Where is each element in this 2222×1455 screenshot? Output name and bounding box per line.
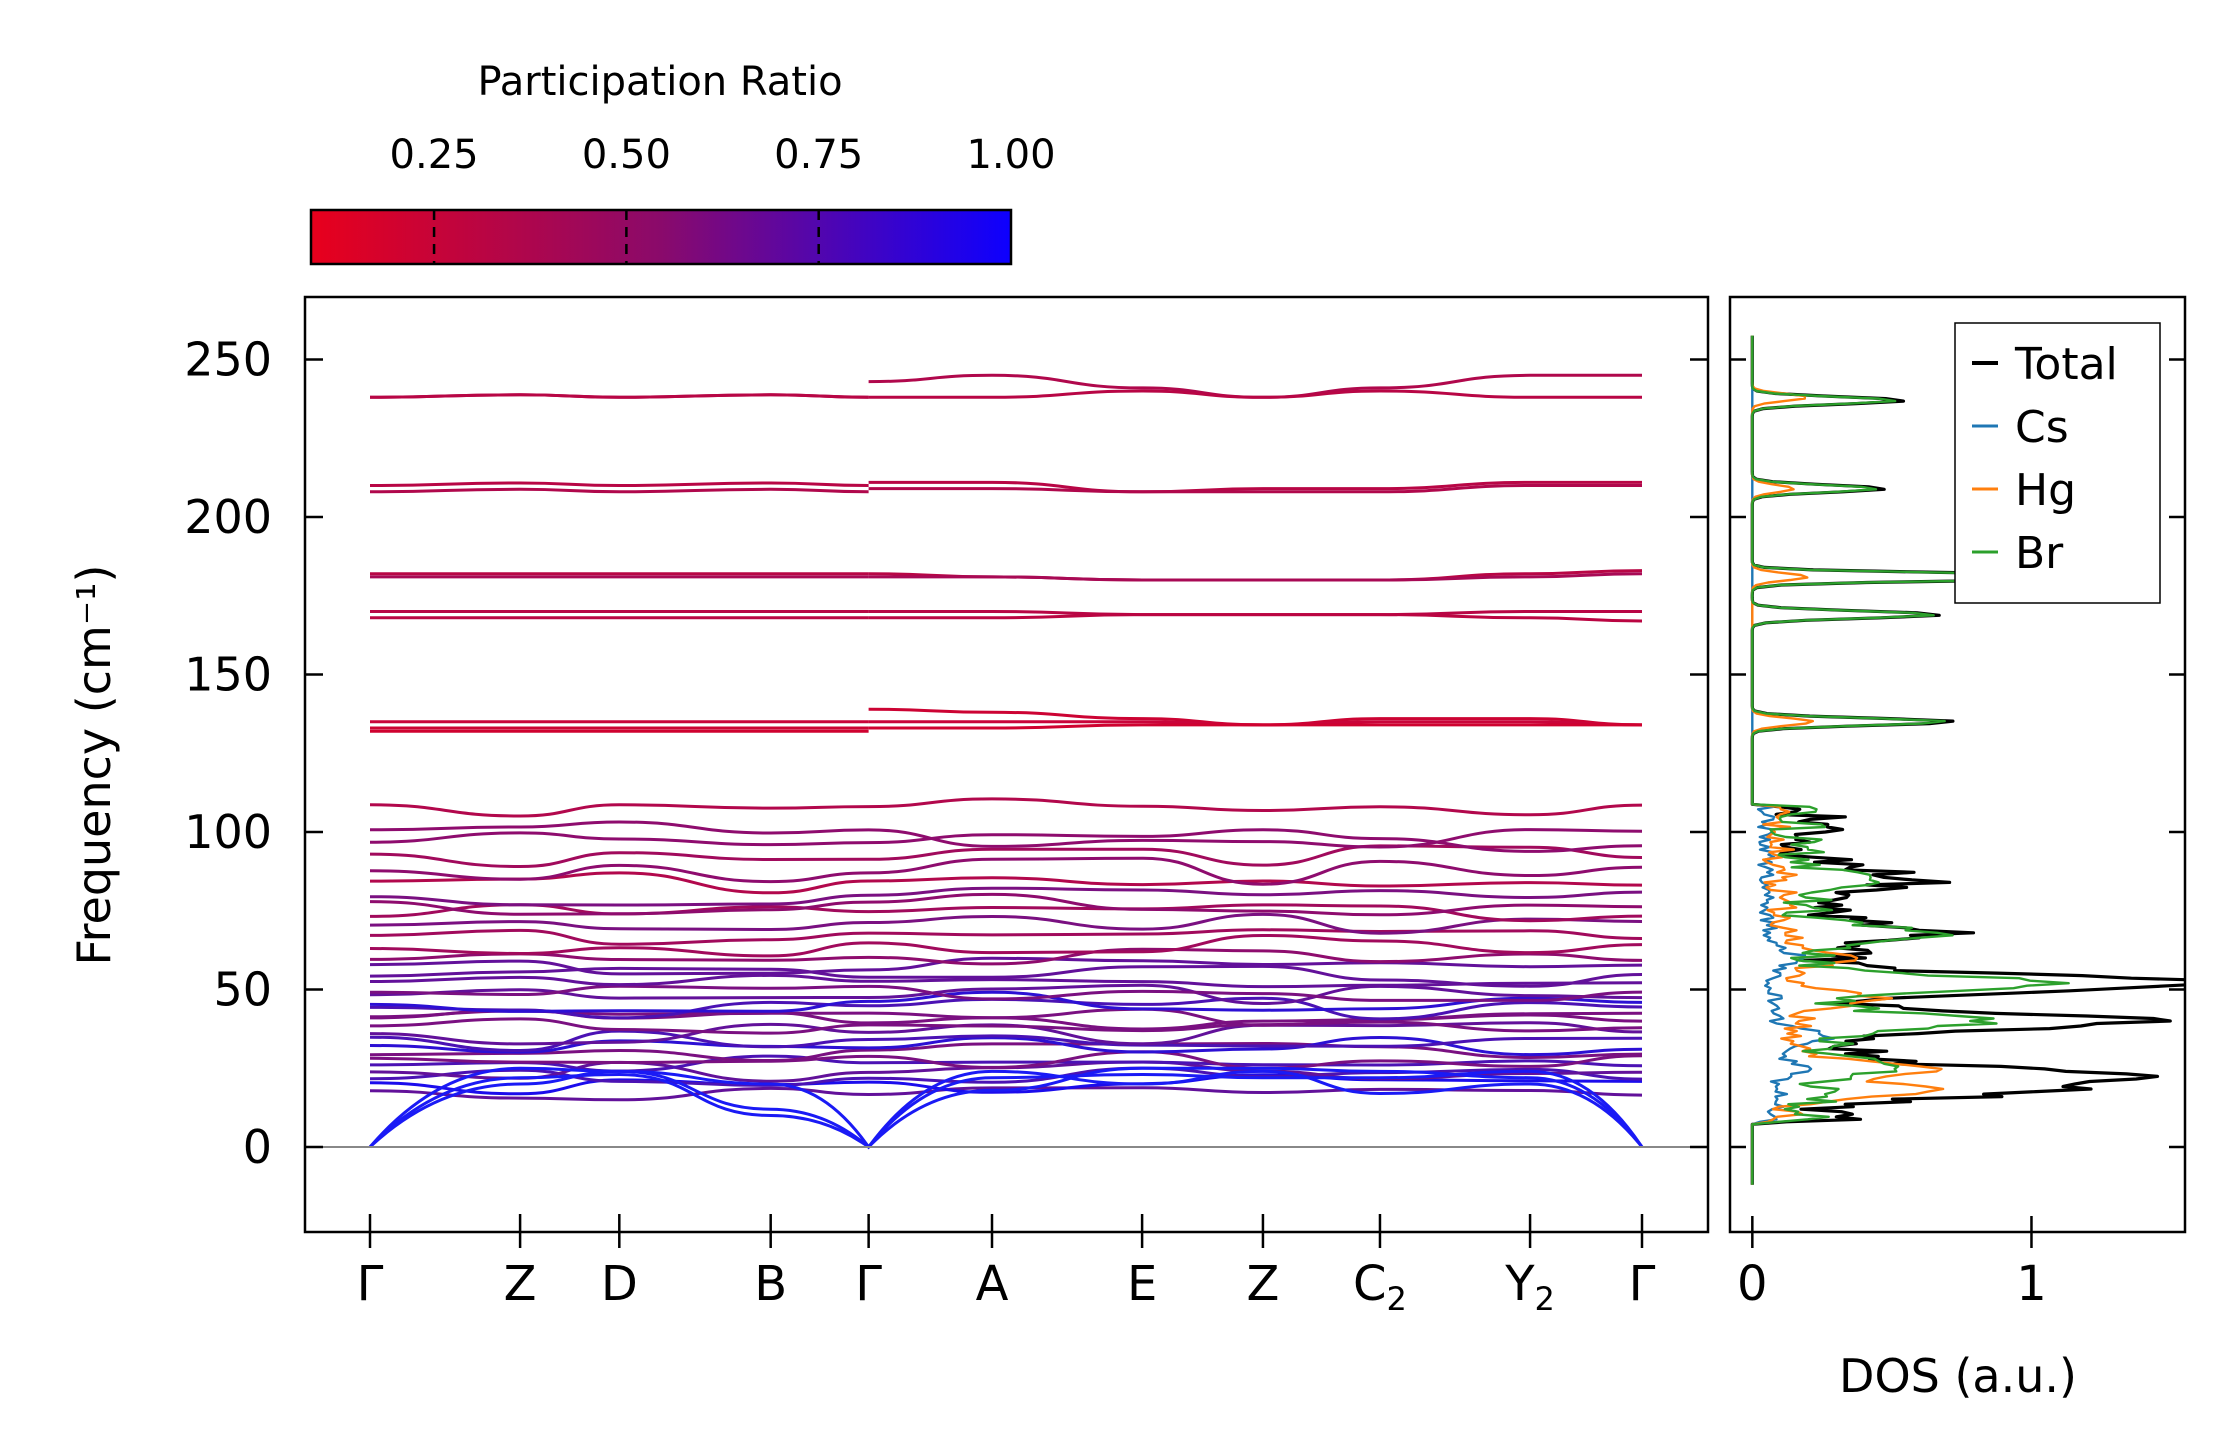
- dos-curves: [1750, 335, 2185, 1185]
- acoustic-band: [368, 1069, 1644, 1150]
- band-line: [369, 1017, 1643, 1035]
- band-line: [369, 912, 1643, 935]
- x-tick-label: Y2: [1504, 1256, 1555, 1318]
- band-line: [369, 1041, 1643, 1063]
- band-line: [868, 572, 1643, 582]
- x-tick-label: C2: [1353, 1256, 1407, 1318]
- dos-x-tick-label: 0: [1737, 1256, 1768, 1312]
- band-line: [369, 1050, 1643, 1070]
- x-tick-label: A: [976, 1256, 1009, 1312]
- band-line: [369, 933, 1643, 958]
- x-tick-label: D: [601, 1256, 638, 1312]
- colorbar-ticks: [432, 210, 820, 264]
- band-line: [369, 973, 1643, 989]
- band-line: [369, 990, 1643, 1013]
- band-line: [369, 903, 1643, 923]
- band-line: [868, 613, 1643, 623]
- band-line: [369, 487, 869, 494]
- band-line: [369, 1029, 1643, 1053]
- dos-legend: Total Cs Hg Br: [1954, 322, 2161, 604]
- band-y-ticks: 0 50 100 150 200 250: [184, 333, 1708, 1174]
- x-tick-label: B: [754, 1256, 787, 1312]
- band-axes-frame: [303, 295, 1710, 1234]
- colorbar-tick-labels: 0.25 0.50 0.75 1.00: [390, 132, 1056, 178]
- band-line: [868, 483, 1642, 494]
- colorbar: Participation Ratio 0.25 0.50 0.75 1.00: [309, 59, 1056, 266]
- colorbar-tick-label: 1.00: [966, 132, 1055, 178]
- band-line: [369, 984, 1643, 1002]
- band-line: [369, 964, 1643, 988]
- y-tick-label: 250: [184, 333, 272, 387]
- y-tick-label: 100: [184, 805, 272, 859]
- x-tick-label: E: [1127, 1256, 1157, 1312]
- legend-label-hg: Hg: [2015, 465, 2076, 516]
- dos-x-axis-title: DOS (a.u.): [1839, 1349, 2077, 1403]
- band-line: [369, 928, 1643, 946]
- band-line: [369, 886, 1643, 907]
- band-line: [369, 871, 1643, 895]
- band-line: [369, 820, 1643, 849]
- dos-axes-frame: [1728, 295, 2187, 1234]
- colorbar-tick-label: 0.75: [774, 132, 863, 178]
- band-line: [369, 844, 1643, 869]
- band-line: [369, 828, 1643, 853]
- band-line: [369, 393, 869, 399]
- legend-label-br: Br: [2015, 528, 2064, 579]
- band-line: [369, 1007, 1643, 1027]
- colorbar-gradient: [309, 208, 1013, 266]
- legend-label-total: Total: [2014, 339, 2118, 390]
- band-line: [369, 956, 1643, 976]
- band-line: [369, 1054, 1643, 1073]
- legend-box: [1954, 322, 2161, 604]
- x-tick-label: Z: [504, 1256, 537, 1312]
- band-line: [868, 723, 1642, 730]
- band-line: [868, 389, 1642, 399]
- band-line: [369, 1073, 1643, 1096]
- y-tick-label: 200: [184, 490, 272, 544]
- band-line: [369, 856, 1643, 886]
- band-structure-panel: 0 50 100 150 200 250 Γ Z D B Γ A E Z C2 Y2 Γ Frequency …: [67, 295, 1710, 1318]
- x-tick-label: Γ: [357, 1256, 384, 1312]
- y-tick-label: 0: [243, 1120, 272, 1174]
- acoustic-band: [368, 1066, 1644, 1150]
- band-line: [369, 797, 1643, 818]
- colorbar-tick-label: 0.25: [390, 132, 479, 178]
- x-tick-label: Z: [1246, 1256, 1279, 1312]
- band-line: [369, 1086, 1643, 1102]
- band-line: [369, 983, 1643, 1006]
- band-x-ticks: Γ Z D B Γ A E Z C2 Y2 Γ: [357, 1214, 1656, 1318]
- y-tick-label: 150: [184, 648, 272, 702]
- y-axis-title: Frequency (cm⁻¹): [67, 565, 121, 966]
- y-tick-label: 50: [213, 963, 272, 1017]
- band-line: [369, 481, 869, 488]
- x-tick-label: Γ: [855, 1256, 882, 1312]
- band-line: [369, 947, 1643, 966]
- legend-label-cs: Cs: [2015, 402, 2069, 453]
- band-line: [868, 373, 1642, 399]
- band-line: [369, 892, 1643, 917]
- band-line: [369, 1066, 1643, 1087]
- colorbar-tick-label: 0.50: [582, 132, 671, 178]
- colorbar-title: Participation Ratio: [477, 59, 842, 105]
- dos-curve-br: [1751, 335, 2139, 1185]
- band-line: [868, 480, 1642, 494]
- band-lines: [368, 373, 1644, 1150]
- x-tick-label: Γ: [1629, 1256, 1656, 1312]
- dos-x-tick-label: 1: [2016, 1256, 2047, 1312]
